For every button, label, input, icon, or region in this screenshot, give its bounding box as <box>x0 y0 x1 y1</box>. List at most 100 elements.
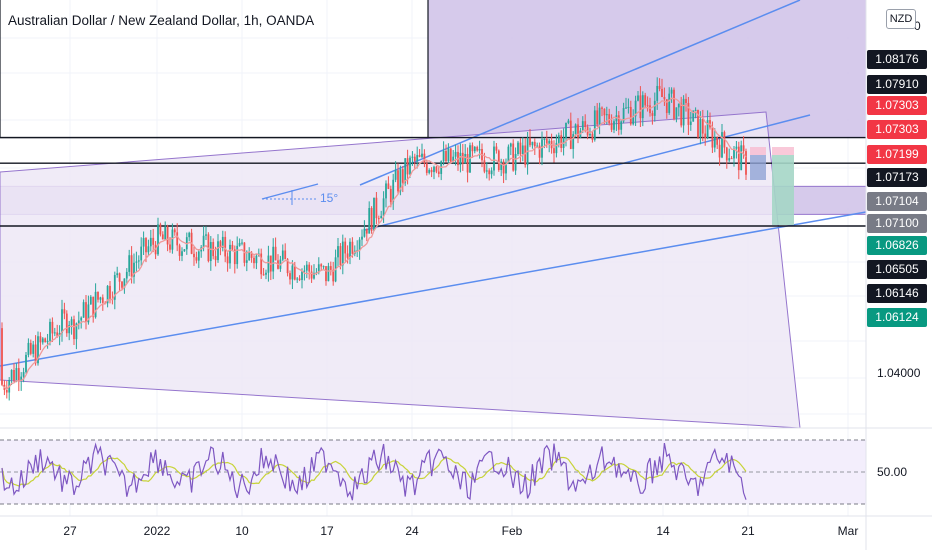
candle-body <box>613 121 615 130</box>
candle-body <box>661 88 663 98</box>
candle-body <box>409 157 411 175</box>
candle-body <box>97 291 99 300</box>
rsi-tick-label: 50.00 <box>877 465 907 479</box>
time-tick-label: Feb <box>502 524 523 538</box>
range-box <box>0 0 429 139</box>
candle-body <box>147 246 150 253</box>
candle-body <box>689 121 692 125</box>
candle-body <box>641 95 644 119</box>
candle-body <box>157 224 159 255</box>
candle-body <box>531 141 534 146</box>
candle-body <box>459 152 462 166</box>
candle-body <box>713 137 716 148</box>
candle-body <box>325 266 327 282</box>
candle-body <box>327 266 330 282</box>
candle-body <box>737 146 740 171</box>
candle-body <box>629 106 632 125</box>
candle-body <box>13 369 15 381</box>
candle-body <box>437 171 440 174</box>
candle-body <box>449 148 452 162</box>
candle-body <box>99 297 102 300</box>
price-label: 1.07100 <box>867 214 927 233</box>
candle-body <box>637 95 639 101</box>
candle-body <box>121 281 123 288</box>
candle-body <box>149 237 152 247</box>
position-tools[interactable] <box>750 147 794 225</box>
candle-body <box>27 342 30 355</box>
currency-badge[interactable]: NZD <box>886 9 916 29</box>
candle-body <box>557 135 560 143</box>
candle-body <box>193 253 195 258</box>
candle-body <box>260 253 263 275</box>
candle-body <box>53 332 56 334</box>
candle-body <box>577 124 579 138</box>
candle-body <box>125 271 128 279</box>
candle-body <box>25 354 27 373</box>
candle-body <box>730 158 733 160</box>
candle-body <box>272 246 275 272</box>
candle-body <box>538 145 541 158</box>
candle-body <box>692 110 695 122</box>
candle-body <box>442 150 445 162</box>
candle-body <box>653 100 656 116</box>
candle-body <box>435 166 438 172</box>
candle-body <box>181 251 183 256</box>
candle-body <box>567 120 570 123</box>
candle-body <box>106 285 109 304</box>
trendline <box>359 0 801 186</box>
candle-body <box>639 95 642 119</box>
candle-body <box>39 336 42 343</box>
candle-body <box>536 145 539 147</box>
candle-body <box>164 226 167 240</box>
trendlines[interactable] <box>0 0 867 367</box>
candle-body <box>656 85 659 101</box>
candle-body <box>255 255 258 264</box>
candle-body <box>65 313 68 334</box>
price-label: 1.06146 <box>867 284 927 303</box>
candle-body <box>569 120 572 149</box>
candle-body <box>145 237 147 253</box>
candle-body <box>161 234 164 240</box>
candle-body <box>721 132 723 158</box>
candle-body <box>663 97 666 100</box>
candle-body <box>711 127 714 148</box>
candle-body <box>68 324 71 334</box>
candle-body <box>133 262 135 277</box>
candle-body <box>313 272 315 279</box>
candle-body <box>728 158 731 161</box>
candle-body <box>464 153 467 164</box>
candle-body <box>159 224 162 235</box>
candle-body <box>591 133 594 140</box>
candle-body <box>80 317 83 321</box>
price-label: 1.07199 <box>867 145 927 164</box>
candle-body <box>77 320 80 324</box>
candle-body <box>598 107 601 125</box>
candle-body <box>466 153 469 173</box>
candle-body <box>231 244 234 250</box>
price-label: 1.07104 <box>867 192 927 211</box>
candle-body <box>718 144 721 158</box>
candle-body <box>274 246 277 261</box>
candle-body <box>15 368 18 381</box>
candle-body <box>320 264 323 267</box>
candle-body <box>128 255 131 272</box>
candle-body <box>245 260 248 263</box>
candle-body <box>560 135 563 148</box>
time-tick-label: 24 <box>405 524 419 538</box>
candle-body <box>178 245 181 256</box>
angle-annotation[interactable]: 15° <box>261 183 338 205</box>
wedge-drawing[interactable] <box>0 111 801 429</box>
candle-body <box>113 275 116 300</box>
candle-body <box>73 319 75 340</box>
candle-body <box>500 161 503 171</box>
candle-body <box>593 110 596 140</box>
candle-body <box>308 264 311 272</box>
candle-body <box>627 106 630 108</box>
candle-body <box>135 261 138 263</box>
time-tick-label: 14 <box>656 524 670 538</box>
candle-body <box>176 232 179 246</box>
candle-body <box>433 166 435 173</box>
candle-body <box>452 156 455 162</box>
